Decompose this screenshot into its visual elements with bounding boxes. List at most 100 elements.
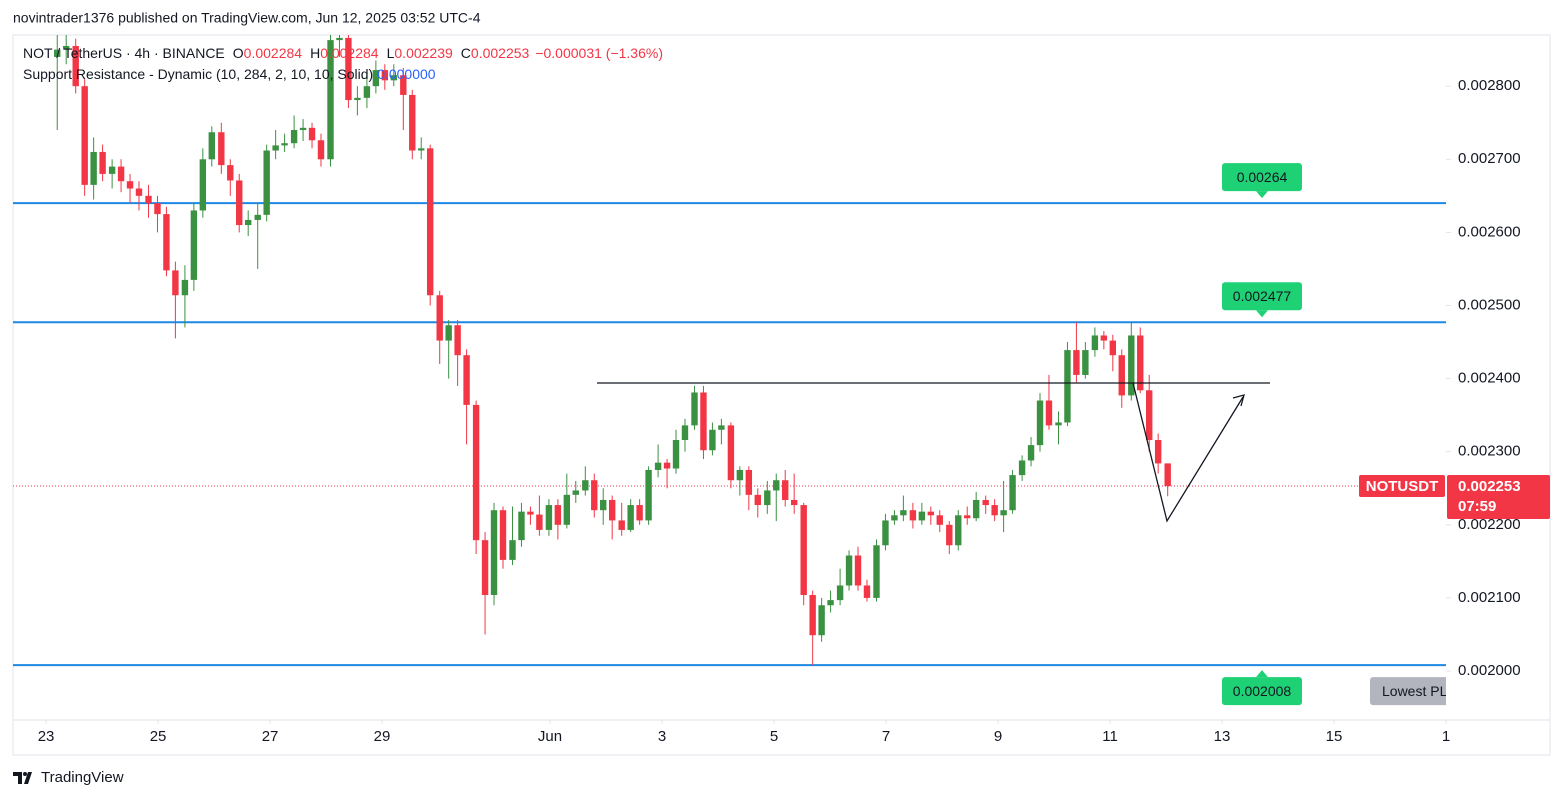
- candle-body: [72, 45, 79, 87]
- x-tick-label: 29: [374, 728, 391, 745]
- candle-body: [764, 490, 771, 506]
- x-tick-label: 27: [262, 728, 279, 745]
- candle-body: [1009, 475, 1016, 511]
- candle-body: [754, 494, 761, 506]
- level-label: 0.002008: [1233, 683, 1292, 699]
- x-tick-label: 7: [882, 728, 890, 745]
- level-label-box: [1222, 163, 1302, 192]
- candle-body: [818, 605, 825, 636]
- candle-body: [327, 40, 334, 160]
- legend-ohlc-value: 0.002284: [244, 45, 303, 61]
- candle-body: [900, 510, 907, 516]
- candle-body: [736, 469, 744, 481]
- candle-body: [1100, 335, 1108, 341]
- candle-body: [964, 515, 971, 519]
- candle-body: [600, 499, 607, 511]
- legend-ohlc-value: 0.002284: [320, 45, 379, 61]
- level-label-box: [1222, 677, 1302, 706]
- candle-body: [691, 392, 698, 426]
- candle-body: [345, 37, 352, 101]
- level-label: 0.002477: [1233, 288, 1292, 304]
- candle-body: [1164, 463, 1171, 487]
- candle-body: [627, 505, 634, 530]
- candle-body: [172, 270, 179, 296]
- legend-change: −0.000031 (−1.36%): [535, 45, 663, 61]
- x-tick-label: 9: [994, 728, 1002, 745]
- level-label-box: [1222, 282, 1302, 311]
- candle-body: [308, 127, 316, 141]
- candle-body: [299, 127, 307, 131]
- candle-body: [1109, 340, 1117, 356]
- x-tick-label: 23: [38, 728, 55, 745]
- candle-body: [236, 180, 243, 226]
- plot-area: [13, 35, 1446, 667]
- candle-body: [199, 159, 207, 211]
- candle-body: [499, 510, 507, 560]
- candle-body: [718, 425, 725, 430]
- price-tag-box: [1447, 475, 1550, 520]
- candle-body: [227, 165, 234, 181]
- candle-body: [909, 510, 917, 521]
- candle-body: [90, 151, 97, 185]
- y-tick-label: 0.002300: [1458, 443, 1521, 460]
- candle-body: [281, 143, 288, 146]
- candle-body: [1064, 350, 1071, 423]
- candle-body: [536, 514, 543, 530]
- x-tick-label: 5: [770, 728, 778, 745]
- candle-body: [372, 70, 380, 87]
- y-tick-label: 0.002500: [1458, 296, 1521, 313]
- candle-body: [790, 499, 798, 506]
- candle-body: [972, 499, 980, 519]
- y-tick-label: 0.002600: [1458, 223, 1521, 240]
- arrow-head: [1232, 394, 1245, 407]
- candle-body: [117, 166, 125, 182]
- legend-ohlc-label: H: [310, 45, 320, 61]
- level-label: 0.00264: [1237, 169, 1288, 185]
- candle-body: [208, 132, 215, 160]
- candle-body: [409, 94, 416, 151]
- candle-body: [218, 132, 225, 166]
- x-tick-label: Jun: [538, 728, 562, 745]
- x-tick-label: 11: [1102, 728, 1118, 745]
- candle-body: [1036, 400, 1044, 446]
- candle-body: [1073, 350, 1080, 375]
- lowest-label: Lowest PL: [1370, 677, 1446, 706]
- candle-body: [709, 429, 716, 451]
- candle-body: [1137, 335, 1144, 391]
- logo-dot: [23, 772, 27, 776]
- legend-indicator: Support Resistance - Dynamic (10, 284, 2…: [23, 66, 436, 82]
- y-tick-label: 0.002100: [1458, 589, 1521, 606]
- candle-body: [782, 480, 789, 500]
- candle-body: [290, 130, 298, 144]
- candle-body: [1146, 390, 1153, 441]
- candle-body: [991, 505, 998, 516]
- price-tag: 0.002253: [1458, 478, 1521, 495]
- candle-body: [918, 511, 926, 521]
- candle-body: [108, 166, 116, 174]
- candle-body: [645, 469, 652, 521]
- candle-body: [54, 49, 61, 57]
- symbol-tag-box: [1359, 475, 1445, 498]
- candle-body: [126, 181, 134, 189]
- candle-body: [381, 70, 389, 81]
- y-tick-label: 0.002000: [1458, 662, 1521, 679]
- candle-body: [145, 195, 152, 204]
- candle-body: [1000, 510, 1007, 516]
- candle-body: [490, 510, 498, 595]
- candle-body: [1027, 445, 1035, 461]
- x-tick-label: 13: [1214, 728, 1231, 745]
- candle-body: [563, 494, 571, 525]
- x-tick-label: 25: [150, 728, 167, 745]
- candle-body: [672, 440, 680, 469]
- y-tick-label: 0.002400: [1458, 370, 1521, 387]
- candle-body: [554, 505, 562, 525]
- candle-body: [1128, 335, 1135, 396]
- candle-body: [81, 86, 88, 185]
- candle-body: [636, 505, 643, 521]
- legend-ohlc-value: 0.002239: [394, 45, 453, 61]
- level-label-pointer: [1256, 191, 1268, 199]
- candle-body: [99, 151, 106, 174]
- candle-body: [654, 462, 662, 470]
